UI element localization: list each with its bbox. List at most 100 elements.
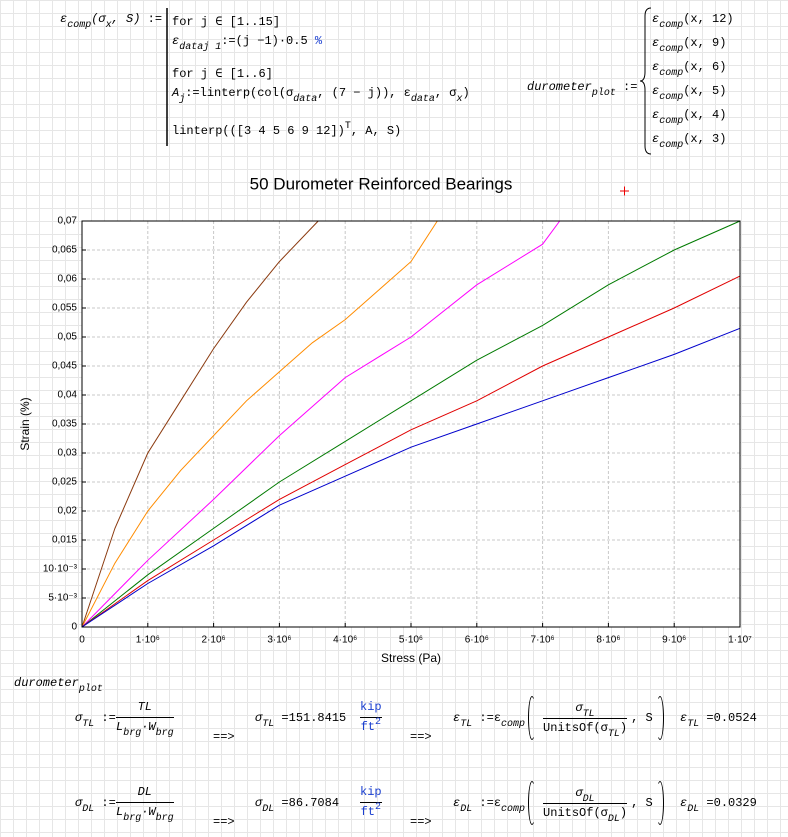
math-text: ε: [680, 711, 688, 725]
math-text: plot: [591, 88, 616, 99]
math-text: ε: [652, 36, 660, 50]
math-text: TL: [262, 719, 275, 730]
math-text: ==>: [213, 730, 235, 744]
math-text: , S: [631, 796, 653, 810]
plot-border: [81, 220, 741, 628]
math-text: comp: [501, 804, 526, 815]
y-tick-label: 0,06: [58, 274, 78, 285]
math-text: UnitsOf(σ: [543, 806, 608, 820]
parenthesis: [655, 696, 664, 740]
fraction: kip ft 2: [360, 700, 382, 734]
math-sequence: ε comp (x, 5): [652, 84, 726, 103]
math-text: TL: [687, 719, 700, 730]
math-text: T: [344, 121, 351, 132]
math-sequence: ε data j 1:=(j −1)·0.5 %: [172, 34, 323, 53]
math-text: ε: [652, 108, 660, 122]
y-tick-label: 0,07: [58, 216, 78, 227]
parenthesis: [528, 696, 537, 740]
math-text: :=(j −1)·0.5: [221, 34, 308, 48]
math-expression: kip ft 2: [356, 785, 386, 819]
math-text: DL: [607, 814, 620, 825]
math-expression: ε data j 1:=(j −1)·0.5 %: [172, 34, 323, 53]
math-sequence: for j ∈ [1..15]: [172, 14, 280, 29]
math-text: 2: [375, 802, 382, 813]
math-text: σ: [575, 786, 583, 800]
math-text: :=: [615, 80, 638, 94]
math-text: DL: [262, 804, 275, 815]
math-text: L: [116, 720, 124, 734]
math-text: :=ε: [472, 796, 502, 810]
math-text: , S): [111, 12, 141, 26]
math-sequence: for j ∈ [1..6]: [172, 66, 273, 81]
math-text: durometer: [14, 676, 79, 690]
math-sequence: ==>: [410, 815, 432, 829]
math-text: ): [462, 86, 470, 100]
math-text: ==>: [213, 815, 235, 829]
cursor-cross: [620, 186, 629, 196]
math-text: σ: [575, 701, 583, 715]
math-expression: ε comp (x, 3): [652, 132, 727, 151]
math-expression: ε DL :=ε comp σ DL UnitsOf(σ DL), S: [453, 781, 667, 825]
math-text: ε: [60, 12, 68, 26]
math-sequence: durometer plot: [14, 676, 103, 695]
math-text: TL: [460, 719, 473, 730]
matrix-brace: [639, 7, 652, 155]
x-axis-title: Stress (Pa): [381, 651, 441, 665]
math-expression: σ DL :=: [75, 796, 116, 815]
math-text: (x, 9): [683, 36, 727, 50]
series-line: [81, 220, 438, 628]
math-text: ft: [360, 720, 375, 734]
math-text: linterp(([3 4 5 6 9 12]): [172, 124, 345, 138]
math-expression: kip ft 2: [356, 700, 386, 734]
math-sequence: σ DL: [575, 786, 594, 805]
x-tick-label: 6·10⁶: [465, 635, 489, 646]
math-expression: σ TL :=: [75, 711, 116, 730]
math-text: ε: [680, 796, 688, 810]
math-sequence: kip: [360, 785, 382, 799]
y-tick-label: 0,065: [52, 245, 77, 256]
math-text: ·W: [141, 805, 156, 819]
math-text: j 1: [203, 42, 222, 53]
math-text: =0.0329: [699, 796, 757, 810]
math-sequence: ε comp (x, 4): [652, 108, 726, 127]
math-sequence: linterp(([3 4 5 6 9 12]) T, A, S): [172, 121, 401, 138]
math-sequence: σ TL: [575, 701, 594, 720]
math-text: %: [307, 34, 323, 48]
math-text: brg: [155, 728, 174, 739]
math-text: (x, 12): [683, 12, 734, 26]
math-expression: ε comp (x, 6): [652, 60, 726, 79]
math-expression: ε comp (σ x, S) :=: [60, 12, 162, 31]
math-text: ft: [360, 805, 375, 819]
math-text: (x, 3): [683, 132, 727, 146]
fraction-bar: [116, 802, 174, 803]
math-text: , σ: [434, 86, 457, 100]
math-sequence: UnitsOf(σ DL): [543, 806, 628, 825]
x-tick-label: 8·10⁶: [596, 635, 620, 646]
math-expression: durometer plot: [14, 676, 103, 695]
parenthesis: [528, 781, 537, 825]
x-tick-label: 0: [79, 635, 85, 646]
fraction-bar: [360, 802, 382, 803]
y-tick-label: 0,035: [52, 419, 77, 430]
math-expression: durometer plot :=: [527, 80, 638, 99]
math-text: ): [619, 806, 628, 820]
math-sequence: ==>: [213, 730, 235, 744]
math-text: brg: [123, 728, 142, 739]
math-text: data: [410, 94, 435, 105]
math-sequence: UnitsOf(σ TL): [543, 721, 627, 740]
math-sequence: σ TL :=: [75, 711, 116, 730]
math-text: σ: [255, 796, 263, 810]
fraction-bar: [116, 717, 174, 718]
math-sequence: durometer plot :=: [527, 80, 638, 99]
math-text: kip: [360, 700, 382, 714]
math-expression: ε DL =0.0329: [680, 796, 757, 815]
math-text: ε: [652, 12, 660, 26]
math-sequence: ε TL =0.0524: [680, 711, 757, 730]
math-expression: linterp(([3 4 5 6 9 12]) T, A, S): [172, 121, 401, 138]
math-text: TL: [582, 709, 595, 720]
y-tick-label: 0,04: [58, 390, 78, 401]
